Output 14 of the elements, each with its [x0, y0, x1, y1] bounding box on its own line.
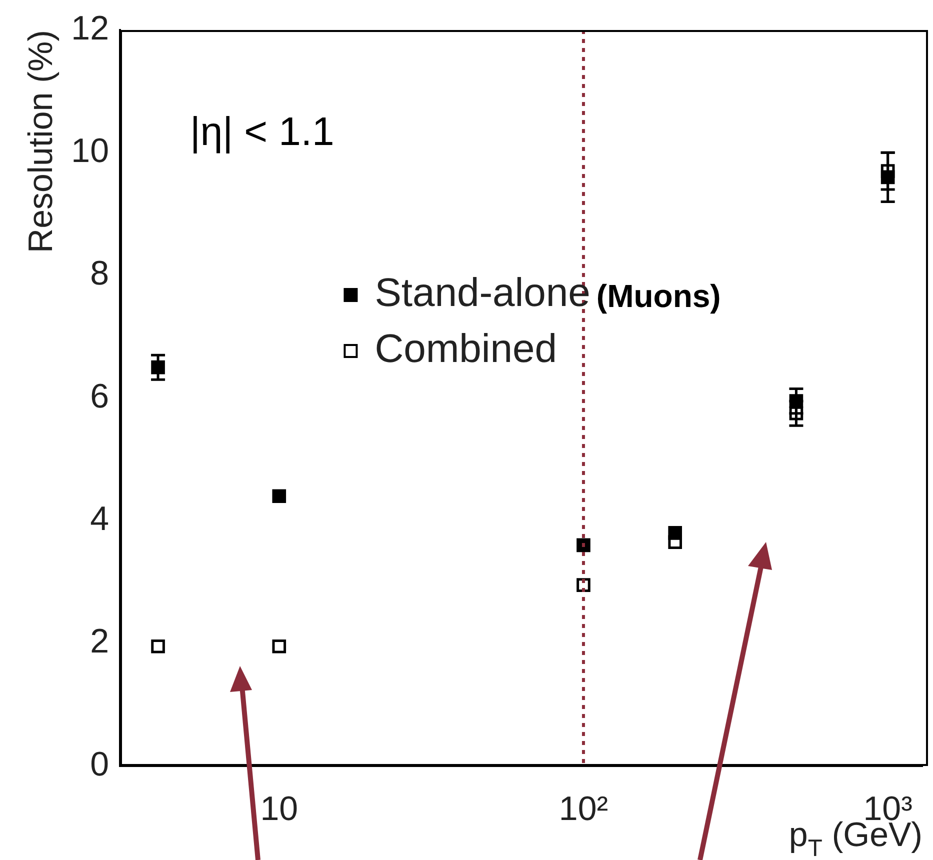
x-tick-label: 10² [558, 790, 608, 828]
x-tick-label: 10 [260, 790, 298, 828]
y-tick-label: 10 [71, 132, 109, 170]
legend-label: Stand-alone [374, 271, 590, 316]
legend-label: Combined [374, 327, 558, 372]
y-tick-label: 8 [90, 254, 109, 293]
y-tick-label: 2 [90, 622, 109, 661]
y-tick-label: 4 [90, 500, 109, 538]
y-tick-label: 0 [90, 745, 109, 784]
y-tick-label: 12 [71, 9, 109, 48]
annotation: |η| < 1.1 [190, 110, 334, 154]
annotation: (Muons) [596, 278, 721, 314]
y-tick-label: 6 [90, 377, 109, 416]
y-axis-title: Resolution (%) [22, 30, 60, 253]
